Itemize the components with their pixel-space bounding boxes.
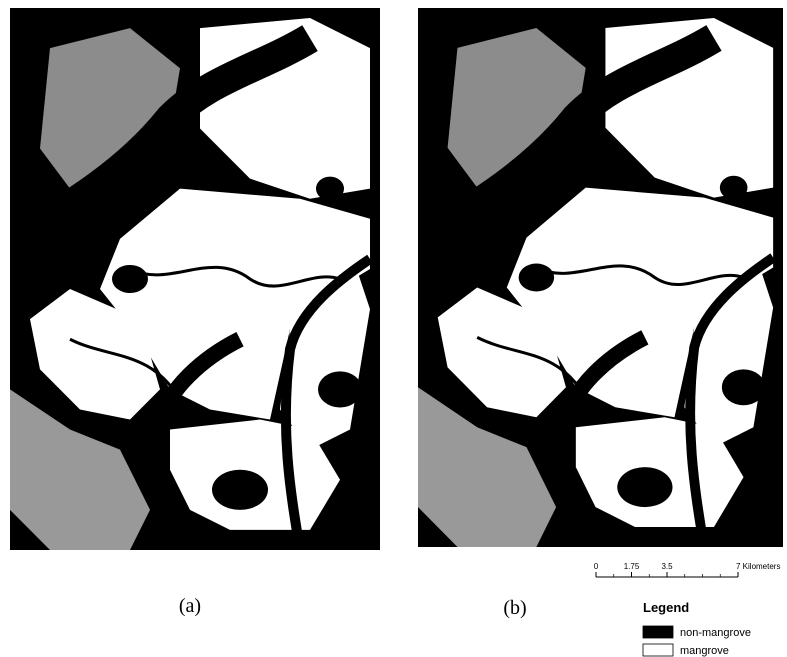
legend-label: mangrove [680, 645, 729, 657]
legend-label: non-mangrove [680, 627, 751, 639]
figure: (a) (b) 0 1.75 3.5 7 Kilometers Legend non-… [0, 0, 787, 657]
scale-label: 7 Kilometers [736, 562, 780, 571]
map-b [418, 8, 783, 547]
legend: non-mangrove mangrove [643, 626, 751, 657]
legend-swatch [643, 626, 673, 638]
panel-label: (a) [179, 595, 201, 617]
panel-label: (b) [503, 597, 526, 619]
legend-title: Legend [643, 600, 689, 615]
map-a [10, 8, 380, 550]
legend-swatch [643, 644, 673, 656]
scale-label: 0 [594, 562, 599, 571]
scale-label: 1.75 [624, 562, 640, 571]
scale-label: 3.5 [661, 562, 673, 571]
scale-bar: 0 1.75 3.5 7 Kilometers [594, 562, 781, 577]
